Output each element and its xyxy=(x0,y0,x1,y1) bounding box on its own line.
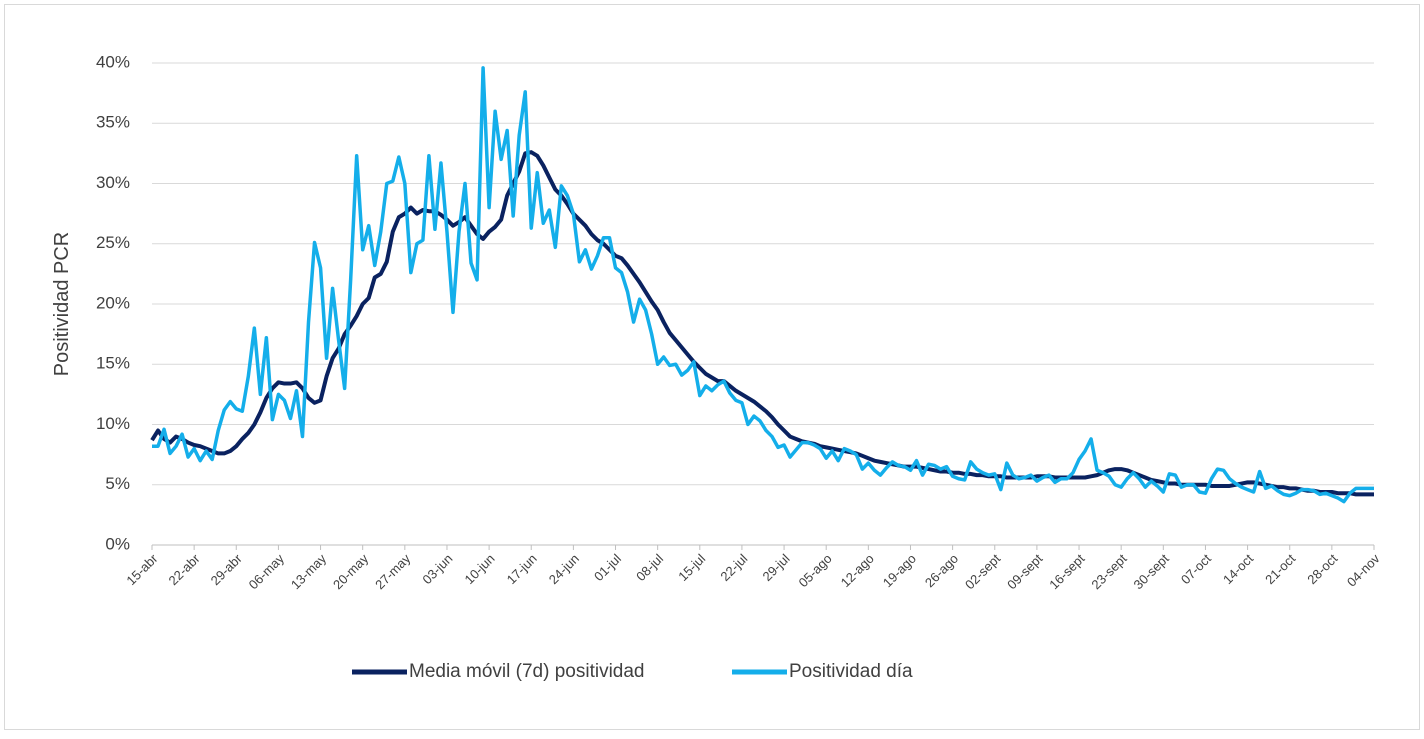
y-tick-label: 25% xyxy=(96,233,130,252)
legend-label: Positividad día xyxy=(789,661,913,682)
series-line xyxy=(150,150,1374,497)
y-tick-label: 40% xyxy=(96,52,130,71)
chart-border xyxy=(4,4,1420,730)
series-line xyxy=(152,66,1374,504)
legend-label: Media móvil (7d) positividad xyxy=(409,661,645,682)
y-tick-label: 0% xyxy=(105,534,130,553)
y-tick-label: 35% xyxy=(96,113,130,132)
y-tick-label: 10% xyxy=(96,414,130,433)
y-tick-label: 5% xyxy=(105,474,130,493)
y-axis-title: Positividad PCR xyxy=(51,232,73,377)
y-tick-label: 15% xyxy=(96,354,130,373)
y-tick-label: 30% xyxy=(96,173,130,192)
y-tick-label: 20% xyxy=(96,293,130,312)
